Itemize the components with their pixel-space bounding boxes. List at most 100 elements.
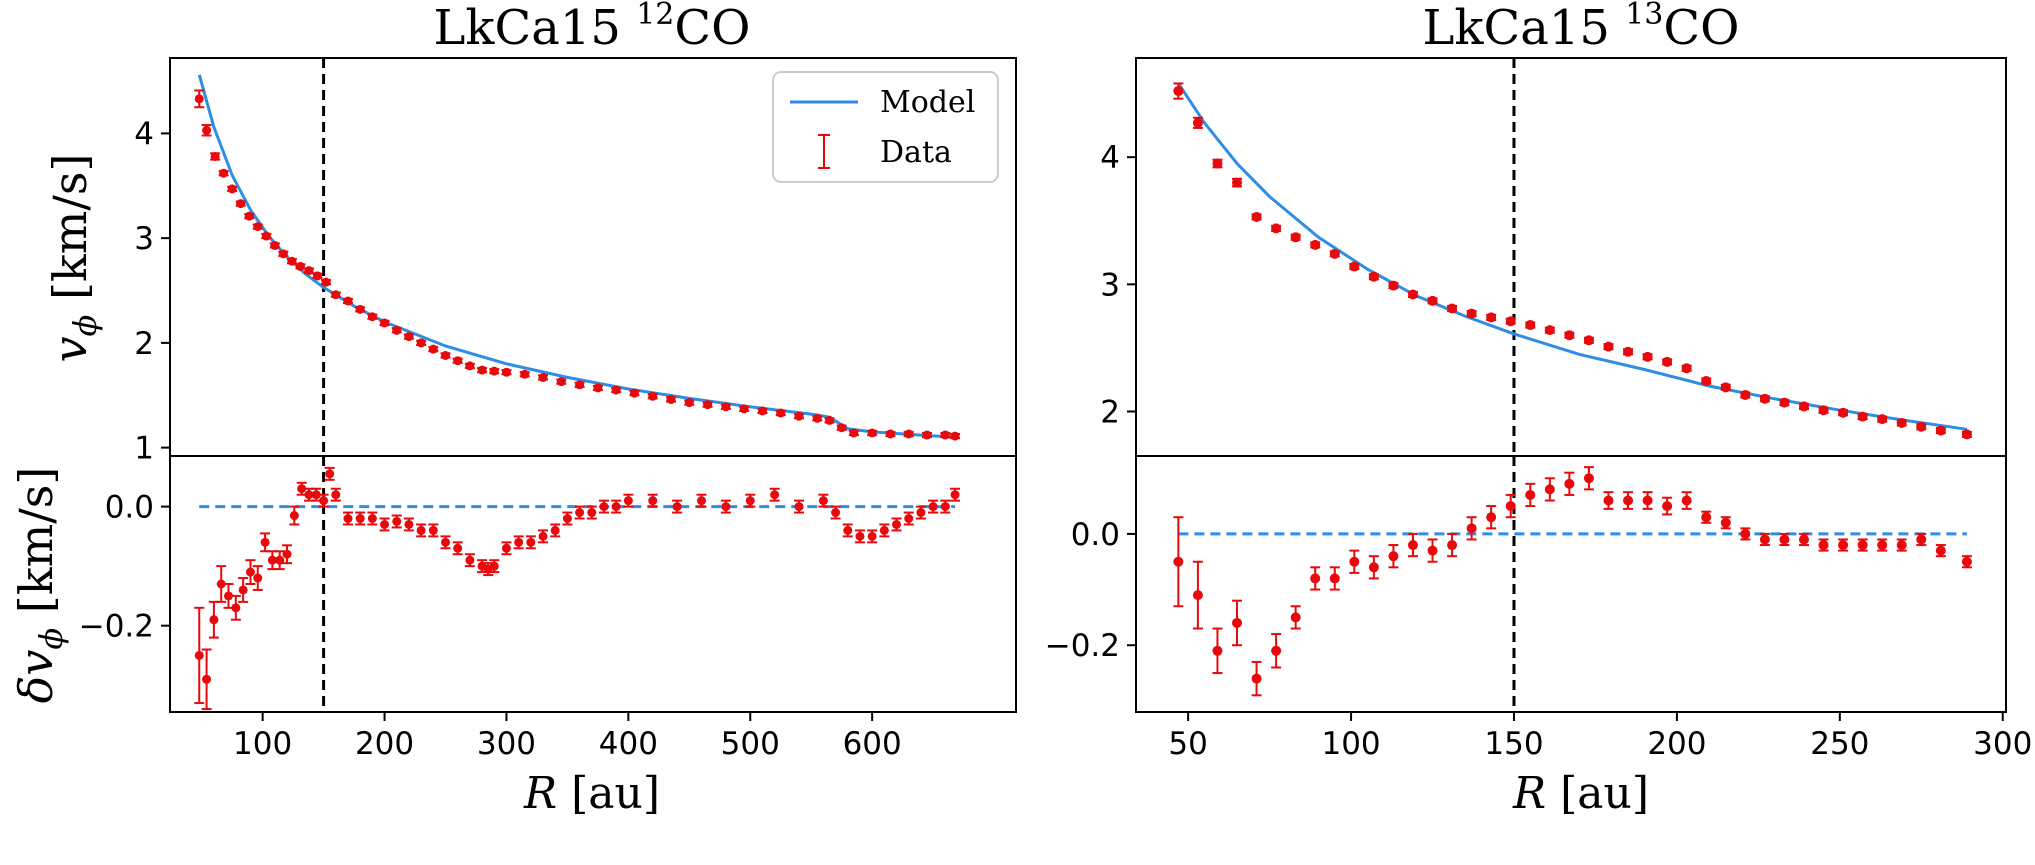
data-marker	[1896, 417, 1907, 428]
data-point	[891, 517, 902, 532]
data-marker	[1838, 540, 1849, 551]
data-marker	[538, 531, 548, 541]
data-point	[260, 532, 271, 553]
y-tick-label: 3	[134, 221, 154, 257]
data-marker	[837, 423, 847, 433]
data-marker	[380, 519, 390, 529]
data-point	[1623, 346, 1634, 357]
data-point	[775, 408, 786, 418]
panel-13co: LkCa15 13CO 2 3 4 −0.2 0.0 50 100 150 200 250 30…	[1045, 0, 2033, 819]
data-marker	[721, 402, 731, 412]
data-marker	[501, 367, 511, 377]
data-point	[1505, 316, 1516, 327]
legend-data-label: Data	[880, 135, 952, 170]
data-marker	[1427, 545, 1438, 556]
data-point	[1916, 421, 1927, 432]
data-marker	[1505, 316, 1516, 327]
data-marker	[1701, 512, 1712, 523]
data-point	[342, 511, 353, 526]
data-marker	[538, 372, 548, 382]
x-tick-label: 300	[477, 726, 536, 762]
data-marker	[1427, 295, 1438, 306]
data-marker	[428, 344, 438, 354]
y-tick-label: −0.2	[1045, 628, 1120, 664]
data-point	[489, 366, 500, 376]
y-tick-label: 3	[1100, 267, 1120, 303]
data-marker	[1896, 540, 1907, 551]
data-point	[794, 499, 805, 514]
x-tick-label: 150	[1484, 726, 1543, 762]
data-point	[879, 523, 890, 538]
data-point	[1212, 627, 1223, 675]
data-point	[1525, 482, 1536, 508]
data-marker	[392, 325, 402, 335]
data-marker	[1857, 540, 1868, 551]
data-point	[1192, 560, 1203, 630]
axes-frame-residual-12co	[169, 455, 1017, 713]
y-ticks-velocity-12co: 1 2 3 4	[134, 116, 170, 467]
data-marker	[227, 184, 237, 194]
data-point	[403, 332, 414, 342]
data-marker	[1935, 425, 1946, 436]
data-marker	[1310, 239, 1321, 250]
data-point	[684, 398, 695, 408]
data-marker	[1525, 489, 1536, 500]
data-point	[1740, 389, 1751, 400]
data-point	[1407, 532, 1418, 558]
data-point	[1603, 341, 1614, 352]
data-point	[1349, 549, 1360, 574]
data-point	[501, 541, 512, 556]
data-marker	[1759, 534, 1770, 545]
data-point	[1720, 382, 1731, 393]
y-ticks-residual-12co: −0.2 0.0	[79, 490, 170, 645]
data-marker	[1603, 495, 1614, 506]
data-marker	[1290, 612, 1301, 623]
data-marker	[501, 543, 511, 553]
data-point	[1740, 527, 1751, 541]
data-point	[1877, 538, 1888, 552]
data-point	[452, 356, 463, 366]
data-point	[238, 577, 249, 603]
data-marker	[1368, 271, 1379, 282]
data-marker	[1681, 495, 1692, 506]
data-point	[513, 535, 524, 550]
data-marker	[1935, 545, 1946, 556]
data-marker	[224, 591, 234, 601]
data-marker	[477, 365, 487, 375]
data-marker	[1368, 562, 1379, 573]
data-marker	[1623, 346, 1634, 357]
data-marker	[843, 525, 853, 535]
data-marker	[526, 537, 536, 547]
x-ticks-12co: 100 200 300 400 500 600	[233, 712, 902, 762]
data-marker	[922, 430, 932, 440]
data-marker	[489, 561, 499, 571]
data-marker	[287, 256, 297, 266]
data-point	[312, 271, 323, 281]
data-marker	[1818, 405, 1829, 416]
data-marker	[885, 429, 895, 439]
data-marker	[928, 502, 938, 512]
data-marker	[1818, 540, 1829, 551]
data-point	[1961, 555, 1972, 569]
data-marker	[367, 514, 377, 524]
data-point	[210, 151, 221, 161]
data-point	[379, 318, 390, 328]
data-point	[1544, 477, 1555, 502]
data-marker	[1740, 528, 1751, 539]
data-point	[1818, 405, 1829, 416]
data-point	[216, 565, 227, 603]
data-point	[416, 523, 427, 538]
data-point	[295, 261, 306, 271]
data-marker	[380, 318, 390, 328]
data-point	[812, 413, 823, 423]
legend: Model Data	[772, 71, 999, 183]
data-point	[1447, 532, 1458, 558]
data-marker	[1544, 484, 1555, 495]
plot-area-velocity-12co	[194, 58, 961, 456]
data-point	[574, 505, 585, 520]
data-marker	[879, 525, 889, 535]
x-tick-label: 100	[233, 726, 292, 762]
data-marker	[950, 490, 960, 500]
data-point	[403, 517, 414, 532]
